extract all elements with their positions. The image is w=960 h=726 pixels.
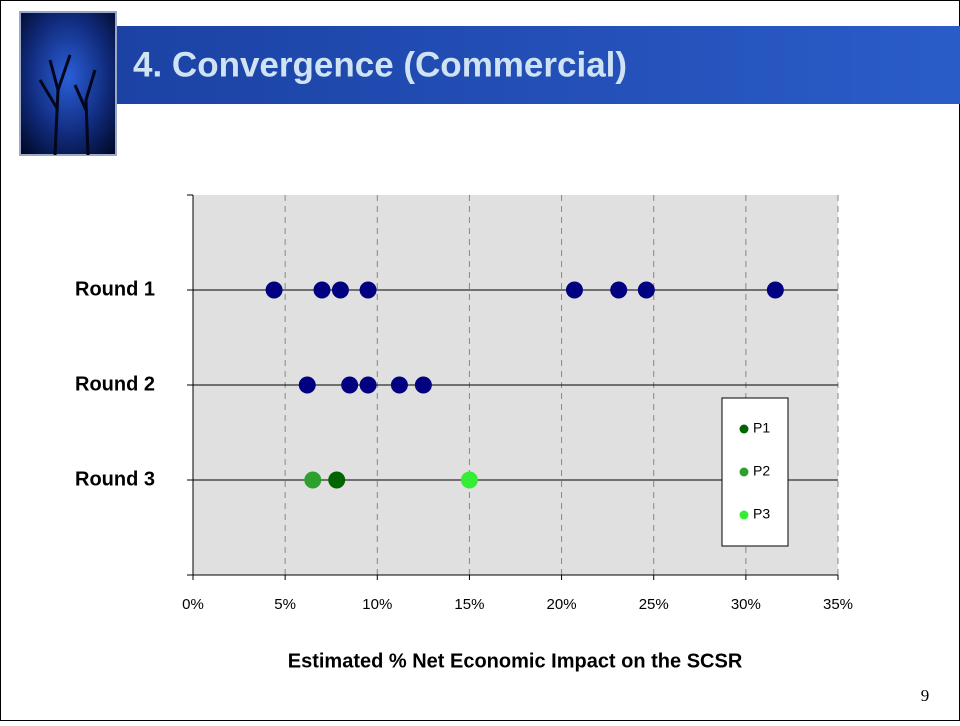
x-tick-label: 25% <box>639 596 669 613</box>
x-tick-label: 10% <box>362 596 392 613</box>
x-tick-label: 35% <box>823 596 853 613</box>
data-point <box>341 376 359 394</box>
x-axis-label: Estimated % Net Economic Impact on the S… <box>288 650 743 672</box>
header-photo <box>19 11 117 156</box>
legend-box <box>721 397 789 547</box>
data-point <box>390 376 408 394</box>
legend-label: P3 <box>753 506 770 522</box>
data-point <box>766 281 784 299</box>
x-tick-label: 15% <box>454 596 484 613</box>
slide-title: 4. Convergence (Commercial) <box>133 45 627 84</box>
page-number: 9 <box>921 686 930 705</box>
data-point <box>298 376 316 394</box>
data-point <box>460 471 478 489</box>
data-point <box>414 376 432 394</box>
data-point <box>610 281 628 299</box>
data-point <box>328 471 346 489</box>
legend-swatch <box>739 467 749 477</box>
data-point <box>359 281 377 299</box>
data-point <box>359 376 377 394</box>
data-point <box>565 281 583 299</box>
legend-swatch <box>739 510 749 520</box>
data-point <box>265 281 283 299</box>
legend-swatch <box>739 424 749 434</box>
y-tick-label: Round 1 <box>75 278 155 300</box>
legend-label: P2 <box>753 463 770 479</box>
x-tick-label: 20% <box>547 596 577 613</box>
y-tick-label: Round 3 <box>75 468 155 490</box>
x-tick-label: 0% <box>182 596 204 613</box>
data-point <box>304 471 322 489</box>
data-point <box>637 281 655 299</box>
data-point <box>331 281 349 299</box>
photo-trees <box>38 54 97 156</box>
data-point <box>313 281 331 299</box>
title-band <box>20 26 960 104</box>
x-tick-label: 5% <box>274 596 296 613</box>
y-tick-label: Round 2 <box>75 373 155 395</box>
legend-label: P1 <box>753 420 770 436</box>
x-tick-label: 30% <box>731 596 761 613</box>
